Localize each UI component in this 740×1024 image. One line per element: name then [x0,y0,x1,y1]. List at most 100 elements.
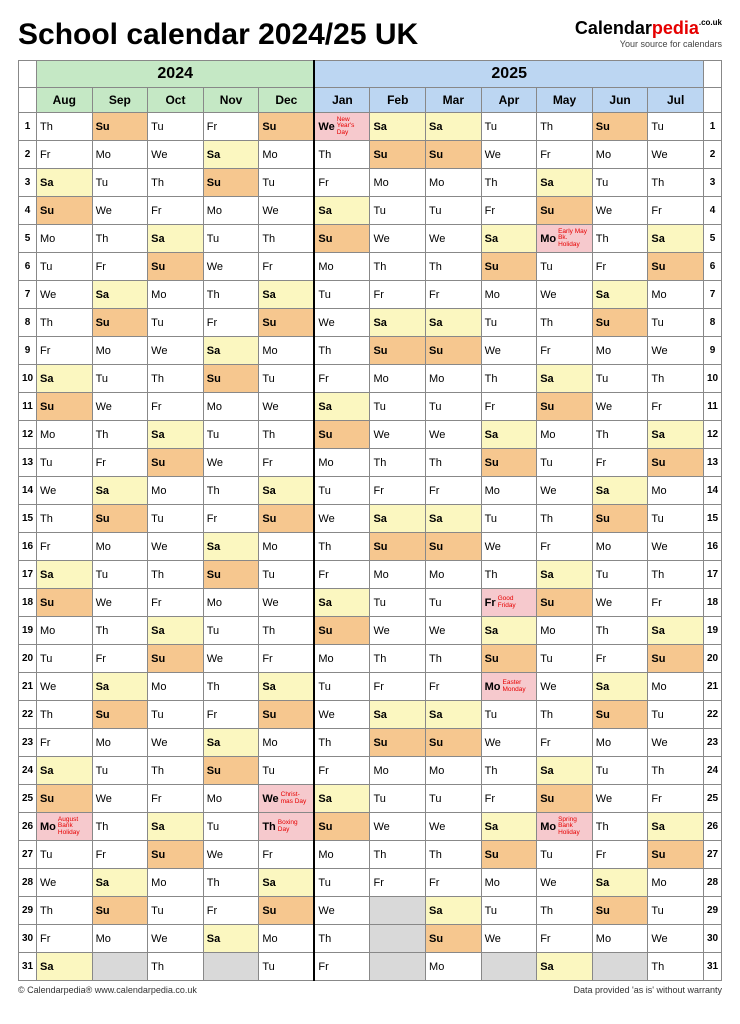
day-cell: Sa [537,365,593,393]
day-cell: Th [648,365,704,393]
day-cell: Th [370,841,426,869]
day-cell: Th [648,169,704,197]
footer: © Calendarpedia® www.calendarpedia.co.uk… [18,985,722,995]
day-cell: We [648,533,704,561]
day-cell: Sa [648,225,704,253]
day-cell: Mo [92,925,148,953]
day-cell: Su [370,141,426,169]
day-cell: Su [259,505,315,533]
day-cell: Mo [481,869,537,897]
day-cell: WeChrist-mas Day [259,785,315,813]
day-cell: Fr [37,337,93,365]
day-cell: Sa [481,813,537,841]
day-cell: Fr [148,785,204,813]
day-cell: Fr [259,645,315,673]
day-cell: Sa [426,113,482,141]
day-cell: Mo [259,925,315,953]
day-cell: Mo [592,729,648,757]
day-cell: We [148,141,204,169]
day-cell: Tu [592,365,648,393]
day-cell: Th [203,477,259,505]
day-cell: Mo [92,533,148,561]
day-cell: MoEaster Monday [481,673,537,701]
day-cell: Tu [426,197,482,225]
day-cell: Su [92,701,148,729]
month-header: May [537,88,593,113]
day-cell: We [370,617,426,645]
day-cell: We [259,589,315,617]
day-cell: Th [592,421,648,449]
day-cell: Fr [314,953,370,981]
day-cell: FrGood Friday [481,589,537,617]
day-cell: Sa [481,617,537,645]
day-cell: Th [314,337,370,365]
day-cell: Mo [92,141,148,169]
day-cell: Fr [314,169,370,197]
day-cell: Th [203,869,259,897]
day-cell: Mo [648,477,704,505]
day-cell: Su [314,813,370,841]
day-cell: Su [592,505,648,533]
day-cell: Su [37,393,93,421]
blank-cell [481,953,537,981]
day-cell: We [37,673,93,701]
day-cell: Th [592,813,648,841]
day-cell: Th [148,561,204,589]
day-cell: Tu [92,757,148,785]
day-cell: Fr [426,477,482,505]
day-cell: Fr [370,281,426,309]
day-cell: Tu [92,169,148,197]
day-cell: Th [148,365,204,393]
day-cell: Sa [314,589,370,617]
day-cell: Sa [426,309,482,337]
day-cell: We [481,533,537,561]
day-cell: Mo [37,225,93,253]
day-cell: Su [481,449,537,477]
day-cell: We [314,701,370,729]
day-cell: Sa [537,561,593,589]
day-cell: Sa [148,225,204,253]
day-cell: Sa [259,673,315,701]
day-cell: Sa [370,701,426,729]
day-cell: Su [426,533,482,561]
day-cell: Tu [314,477,370,505]
day-cell: Sa [370,505,426,533]
day-cell: Su [148,253,204,281]
day-cell: Mo [314,841,370,869]
day-cell: Fr [259,253,315,281]
day-cell: Su [148,449,204,477]
day-cell: Tu [648,505,704,533]
day-cell: Fr [592,253,648,281]
day-cell: Su [592,309,648,337]
day-cell: Mo [648,869,704,897]
day-cell: Th [648,561,704,589]
day-cell: Mo [481,281,537,309]
day-cell: Su [426,729,482,757]
day-cell: Th [259,225,315,253]
day-cell: Sa [314,785,370,813]
day-cell: Th [537,309,593,337]
day-cell: Tu [426,589,482,617]
day-cell: Sa [648,421,704,449]
day-cell: Tu [537,449,593,477]
day-cell: Tu [481,113,537,141]
day-cell: We [537,477,593,505]
day-cell: Su [259,309,315,337]
day-cell: Mo [648,673,704,701]
day-cell: Tu [259,953,315,981]
day-cell: Tu [481,701,537,729]
day-cell: Mo [259,337,315,365]
day-cell: Th [37,701,93,729]
day-cell: We [592,589,648,617]
month-header: Oct [148,88,204,113]
day-cell: MoAugust Bank Holiday [37,813,93,841]
day-cell: Th [537,113,593,141]
day-cell: Sa [648,617,704,645]
month-header: Nov [203,88,259,113]
day-cell: Tu [314,869,370,897]
day-cell: Th [37,505,93,533]
day-cell: Tu [37,841,93,869]
day-cell: Su [537,393,593,421]
day-cell: We [37,869,93,897]
day-cell: Tu [148,505,204,533]
